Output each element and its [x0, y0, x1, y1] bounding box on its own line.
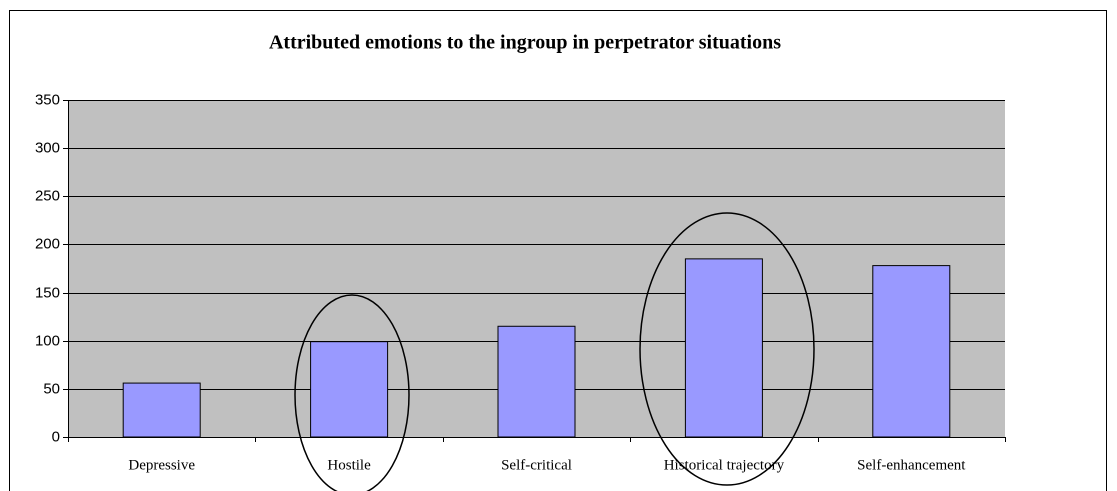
y-tick-label: 250 — [35, 187, 60, 204]
annotation-ellipse — [294, 294, 410, 491]
bar — [310, 341, 389, 438]
bar — [872, 265, 951, 438]
chart-title: Attributed emotions to the ingroup in pe… — [269, 32, 781, 54]
x-tick-label: Historical trajectory — [664, 457, 785, 473]
bar — [122, 382, 201, 438]
y-tick-label: 100 — [35, 332, 60, 349]
y-tick-label: 50 — [43, 380, 60, 397]
bar — [684, 258, 763, 438]
x-tick-label: Self-enhancement — [857, 457, 966, 473]
y-tick-label: 0 — [52, 428, 60, 445]
y-tick-label: 200 — [35, 235, 60, 252]
annotation-ellipse — [639, 212, 815, 486]
y-tick-label: 300 — [35, 139, 60, 156]
y-tick-label: 150 — [35, 284, 60, 301]
x-tick-label: Depressive — [128, 457, 195, 473]
bar — [497, 325, 576, 438]
y-tick-label: 350 — [35, 91, 60, 108]
x-tick-label: Self-critical — [501, 457, 572, 473]
x-tick-label: Hostile — [327, 457, 371, 473]
